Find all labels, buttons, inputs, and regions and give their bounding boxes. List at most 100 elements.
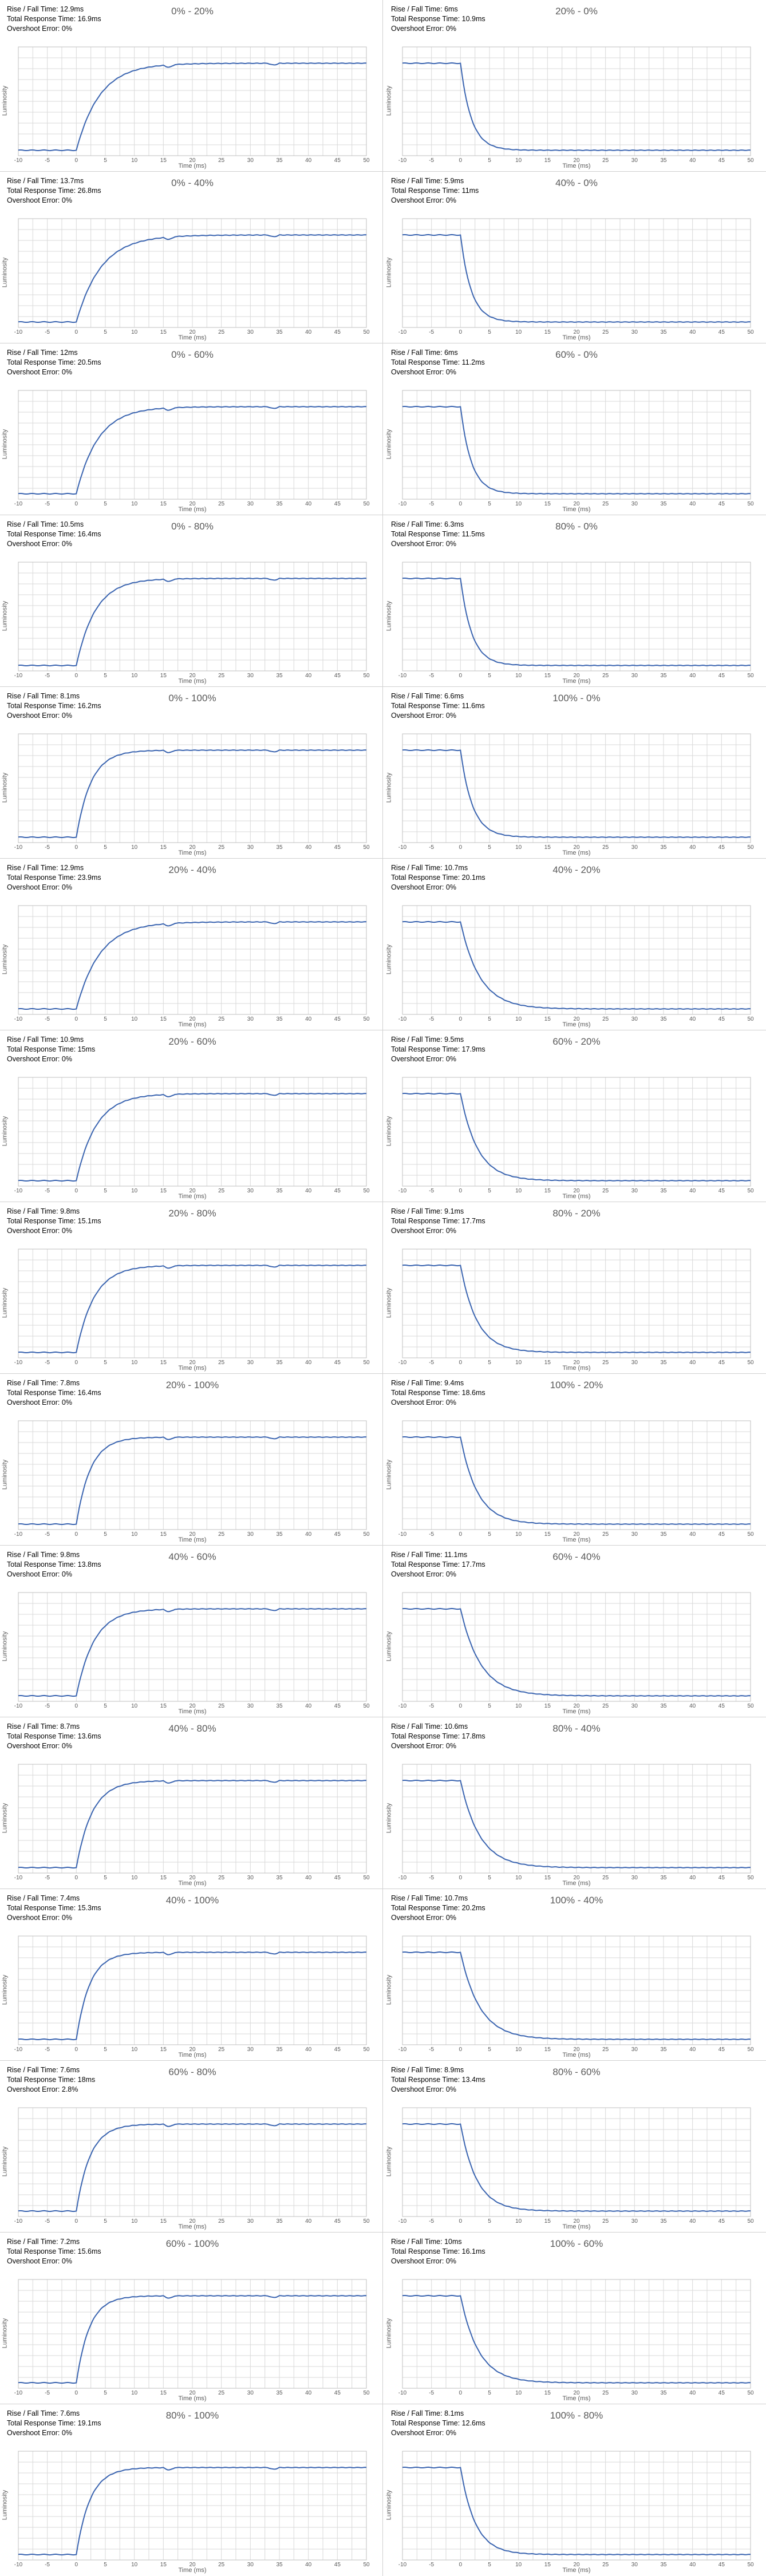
row-divider — [0, 2060, 766, 2061]
chart-title: 0% - 100% — [168, 693, 216, 704]
x-tick-label: 25 — [602, 2390, 609, 2396]
x-tick-label: -10 — [398, 501, 407, 507]
total-response-time-value: 10.9ms — [461, 15, 485, 23]
overshoot-error-label: Overshoot Error: — [391, 25, 446, 33]
stats-block: Rise / Fall Time: 6ms Total Response Time… — [391, 5, 485, 34]
x-tick-label: 10 — [131, 1360, 138, 1366]
x-tick-label: 20 — [573, 501, 580, 507]
x-tick-label: 10 — [131, 673, 138, 679]
rise-fall-time-value: 12.9ms — [60, 864, 84, 872]
x-tick-label: -5 — [45, 2562, 50, 2568]
rise-fall-time: Rise / Fall Time: 6.6ms — [391, 692, 485, 701]
y-axis-label: Luminosity — [1, 1974, 9, 2005]
x-tick-label: 20 — [573, 844, 580, 851]
x-tick-label: -5 — [429, 329, 434, 335]
overshoot-error-label: Overshoot Error: — [7, 2429, 62, 2437]
x-axis-label: Time (ms) — [178, 334, 207, 341]
total-response-time: Total Response Time: 20.5ms — [7, 358, 101, 368]
y-axis-label: Luminosity — [1, 772, 9, 803]
x-axis-label: Time (ms) — [562, 1536, 591, 1543]
x-tick-label: 0 — [459, 1016, 463, 1022]
total-response-time: Total Response Time: 11ms — [391, 186, 479, 196]
x-tick-label: 45 — [334, 844, 341, 851]
x-tick-label: 40 — [305, 673, 312, 679]
x-tick-label: 30 — [247, 1531, 254, 1538]
total-response-time-value: 20.2ms — [461, 1904, 485, 1912]
total-response-time-value: 20.1ms — [461, 874, 485, 882]
luminosity-series-line — [402, 62, 751, 151]
x-tick-label: 20 — [573, 1531, 580, 1538]
y-axis-label: Luminosity — [385, 2146, 393, 2177]
chart-title: 40% - 100% — [165, 1895, 219, 1906]
rise-fall-time-value: 8.7ms — [60, 1722, 80, 1730]
plot-frame — [18, 905, 367, 1015]
x-tick-label: 10 — [131, 2390, 138, 2396]
overshoot-error: Overshoot Error: 0% — [391, 368, 485, 377]
chart-panel: Rise / Fall Time: 13.7ms Total Response T… — [0, 172, 380, 342]
x-tick-label: 35 — [276, 1531, 283, 1538]
x-tick-label: 25 — [602, 1016, 609, 1022]
x-tick-label: -5 — [429, 2218, 434, 2225]
x-tick-label: 45 — [334, 157, 341, 164]
x-tick-label: 20 — [189, 2562, 196, 2568]
overshoot-error-value: 0% — [445, 25, 456, 33]
x-tick-label: 10 — [131, 2046, 138, 2053]
x-tick-label: 30 — [631, 1703, 638, 1709]
x-tick-label: 30 — [247, 1875, 254, 1881]
chart-title: 60% - 0% — [555, 349, 598, 360]
overshoot-error-label: Overshoot Error: — [391, 883, 446, 891]
luminosity-series-line — [402, 2466, 751, 2555]
x-tick-label: 5 — [104, 1016, 107, 1022]
x-tick-label: 0 — [75, 2390, 78, 2396]
x-tick-label: 35 — [276, 1703, 283, 1709]
rise-fall-time-label: Rise / Fall Time: — [7, 177, 61, 185]
overshoot-error-value: 0% — [61, 25, 72, 33]
rise-fall-time-label: Rise / Fall Time: — [391, 692, 445, 700]
overshoot-error-value: 0% — [61, 368, 72, 376]
y-axis-label: Luminosity — [1, 944, 9, 975]
x-tick-label: 50 — [747, 329, 754, 335]
rise-fall-time: Rise / Fall Time: 10.9ms — [7, 1035, 95, 1045]
x-tick-label: -10 — [14, 1016, 23, 1022]
overshoot-error: Overshoot Error: 0% — [391, 883, 485, 892]
x-tick-label: 35 — [660, 844, 667, 851]
x-tick-label: 40 — [305, 501, 312, 507]
y-axis-label: Luminosity — [1, 2318, 9, 2349]
x-tick-label: 5 — [104, 2390, 107, 2396]
chart-panel: Rise / Fall Time: 8.1ms Total Response Ti… — [0, 687, 380, 858]
overshoot-error-value: 2.8% — [61, 2085, 78, 2093]
x-tick-label: -10 — [398, 1531, 407, 1538]
x-tick-label: 15 — [544, 157, 551, 164]
x-tick-label: -10 — [398, 1188, 407, 1194]
chart-panel: Rise / Fall Time: 9.1ms Total Response Ti… — [384, 1202, 764, 1373]
x-tick-label: 40 — [689, 1531, 696, 1538]
x-tick-label: 35 — [276, 844, 283, 851]
x-tick-label: 45 — [718, 673, 725, 679]
total-response-time-label: Total Response Time: — [391, 1217, 462, 1225]
x-axis-label: Time (ms) — [562, 2223, 591, 2230]
rise-fall-time-value: 9.8ms — [60, 1551, 80, 1559]
x-tick-label: -5 — [45, 157, 50, 164]
luminosity-series-line — [18, 1436, 367, 1526]
x-tick-label: 15 — [544, 2390, 551, 2396]
x-tick-label: 25 — [602, 673, 609, 679]
chart-title: 20% - 80% — [168, 1208, 216, 1219]
plot-area: -10 -5 0 5 10 15 20 25 30 35 40 45 50 — [398, 905, 754, 1022]
row-divider — [0, 2232, 766, 2233]
x-tick-label: 45 — [334, 1016, 341, 1022]
overshoot-error-value: 0% — [445, 196, 456, 204]
x-tick-label: 30 — [247, 501, 254, 507]
total-response-time: Total Response Time: 13.8ms — [7, 1560, 101, 1570]
chart-panel: Rise / Fall Time: 7.8ms Total Response Ti… — [0, 1374, 380, 1544]
total-response-time: Total Response Time: 16.4ms — [7, 1388, 101, 1398]
x-tick-label: 25 — [218, 2046, 225, 2053]
overshoot-error-value: 0% — [61, 1055, 72, 1063]
x-tick-label: 15 — [544, 329, 551, 335]
chart-panel: Rise / Fall Time: 6.6ms Total Response Ti… — [384, 687, 764, 858]
x-tick-label: -10 — [14, 2218, 23, 2225]
x-tick-label: -10 — [14, 157, 23, 164]
x-tick-label: 30 — [631, 1531, 638, 1538]
x-tick-label: 35 — [276, 501, 283, 507]
plot-frame — [402, 1077, 751, 1187]
x-tick-label: 50 — [747, 157, 754, 164]
